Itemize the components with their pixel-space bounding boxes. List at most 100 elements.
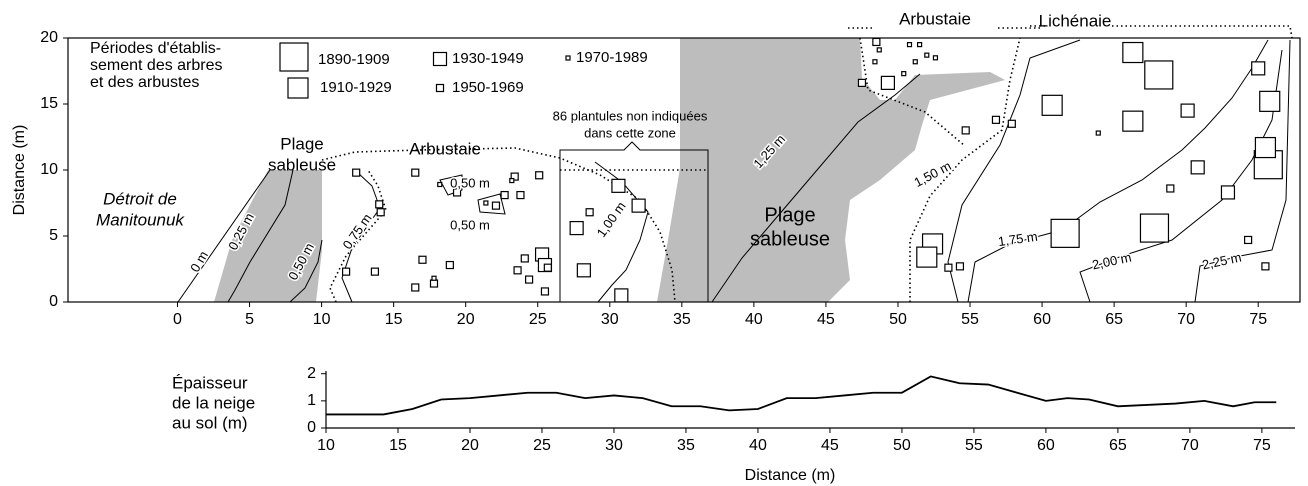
- x-tick-label: 65: [1109, 437, 1127, 454]
- tree-marker: [961, 126, 970, 135]
- y-axis-label: au sol (m): [172, 413, 248, 432]
- tree-marker: [876, 47, 882, 53]
- contour: [439, 174, 463, 196]
- tree-marker: [569, 220, 584, 236]
- tree-marker: [1259, 90, 1281, 112]
- legend-label: 1950-1969: [452, 79, 524, 96]
- tree-marker: [520, 254, 529, 263]
- zone-boundary: [1112, 25, 1293, 39]
- x-tick-label: 50: [889, 311, 907, 328]
- x-axis-label: Distance (m): [745, 467, 836, 484]
- x-tick-label: 20: [457, 311, 475, 328]
- tree-marker: [411, 283, 420, 292]
- zone-boundary: [321, 147, 676, 303]
- tree-marker: [944, 263, 953, 272]
- x-tick-label: 70: [1181, 437, 1199, 454]
- x-tick-label: 65: [1105, 311, 1123, 328]
- x-tick-label: 20: [461, 437, 479, 454]
- contour-label: 2,00 m: [1091, 249, 1133, 272]
- x-tick-label: 40: [745, 311, 763, 328]
- contour: [227, 169, 294, 303]
- contour: [177, 169, 271, 303]
- contour: [1079, 49, 1283, 303]
- tree-marker: [1166, 184, 1175, 193]
- tree-marker: [1122, 110, 1144, 132]
- sand-area: [657, 38, 1005, 302]
- x-tick-label: 30: [605, 437, 623, 454]
- legend-label: 1910-1929: [320, 79, 392, 96]
- y-tick-label: 2: [307, 365, 316, 382]
- tree-marker: [611, 178, 626, 193]
- contour-label: 1,75 m: [997, 229, 1038, 249]
- tree-marker: [585, 208, 594, 217]
- annotation: Détroit de: [103, 189, 177, 208]
- tree-marker: [880, 75, 895, 90]
- tree-marker: [543, 263, 552, 272]
- contour-label: 1,00 m: [594, 199, 629, 240]
- annotation: Arbustaie: [409, 139, 481, 158]
- x-tick-label: 10: [317, 437, 335, 454]
- legend-label: 1930-1949: [452, 50, 524, 67]
- contour: [477, 193, 506, 215]
- x-tick-label: 35: [673, 311, 691, 328]
- tree-marker: [535, 171, 544, 180]
- tree-marker: [1244, 235, 1253, 245]
- x-tick-label: 75: [1249, 311, 1267, 328]
- tree-marker: [916, 246, 938, 268]
- annotation: dans cette zone: [584, 125, 676, 140]
- legend-swatch: [432, 51, 448, 67]
- tree-marker: [370, 267, 380, 276]
- contour: [341, 171, 381, 303]
- contour: [967, 39, 1269, 303]
- contour-label: 0 m: [187, 248, 211, 274]
- contour-label: 1,50 m: [911, 158, 953, 190]
- legend-label: 1890-1909: [318, 51, 390, 68]
- tree-marker: [431, 275, 437, 281]
- legend-swatch: [279, 42, 309, 72]
- annotation: sableuse: [268, 155, 336, 174]
- tree-marker: [483, 200, 489, 206]
- x-tick-label: 10: [313, 311, 331, 328]
- tree-marker: [1122, 41, 1144, 64]
- y-axis-label: Distance (m): [11, 125, 28, 216]
- contour: [711, 73, 921, 303]
- x-tick-label: 55: [961, 311, 979, 328]
- x-tick-label: 35: [677, 437, 695, 454]
- tree-marker: [342, 267, 351, 276]
- tree-marker: [1095, 130, 1101, 136]
- tree-marker: [418, 255, 427, 264]
- tree-marker: [614, 288, 629, 303]
- tree-marker: [429, 279, 439, 288]
- x-tick-label: 15: [385, 311, 403, 328]
- y-tick-label: 20: [40, 29, 58, 46]
- annotation: 86 plantules non indiquées: [553, 108, 708, 123]
- tree-marker: [524, 275, 534, 284]
- annotation: Plage: [280, 134, 323, 153]
- x-tick-label: 60: [1037, 437, 1055, 454]
- contour-label: 2,25 m: [1201, 249, 1243, 272]
- tree-marker: [924, 52, 930, 58]
- tree-marker: [1041, 94, 1063, 116]
- x-tick-label: 25: [533, 437, 551, 454]
- tree-marker: [872, 37, 881, 47]
- tree-marker: [1220, 185, 1236, 200]
- zone-boundary: [329, 169, 387, 303]
- contour-label: 0,50 m: [450, 175, 490, 190]
- tree-marker: [1144, 60, 1174, 90]
- annotation: Arbustaie: [899, 9, 971, 28]
- legend-background: [86, 40, 606, 98]
- tree-marker: [516, 190, 525, 200]
- y-tick-label: 0: [307, 419, 316, 436]
- tree-marker: [857, 78, 867, 87]
- legend-title: Périodes d'établis-: [90, 40, 221, 57]
- x-tick-label: 45: [821, 437, 839, 454]
- tree-marker: [901, 71, 907, 77]
- annotation: Plage: [764, 204, 815, 226]
- legend-title: sement des arbres: [90, 57, 223, 74]
- contour: [289, 239, 323, 303]
- tree-marker: [872, 59, 878, 65]
- annotation: Lichénaie: [1039, 11, 1112, 30]
- legend-swatch: [287, 77, 309, 99]
- x-tick-label: 75: [1253, 437, 1271, 454]
- tree-marker: [991, 115, 1001, 124]
